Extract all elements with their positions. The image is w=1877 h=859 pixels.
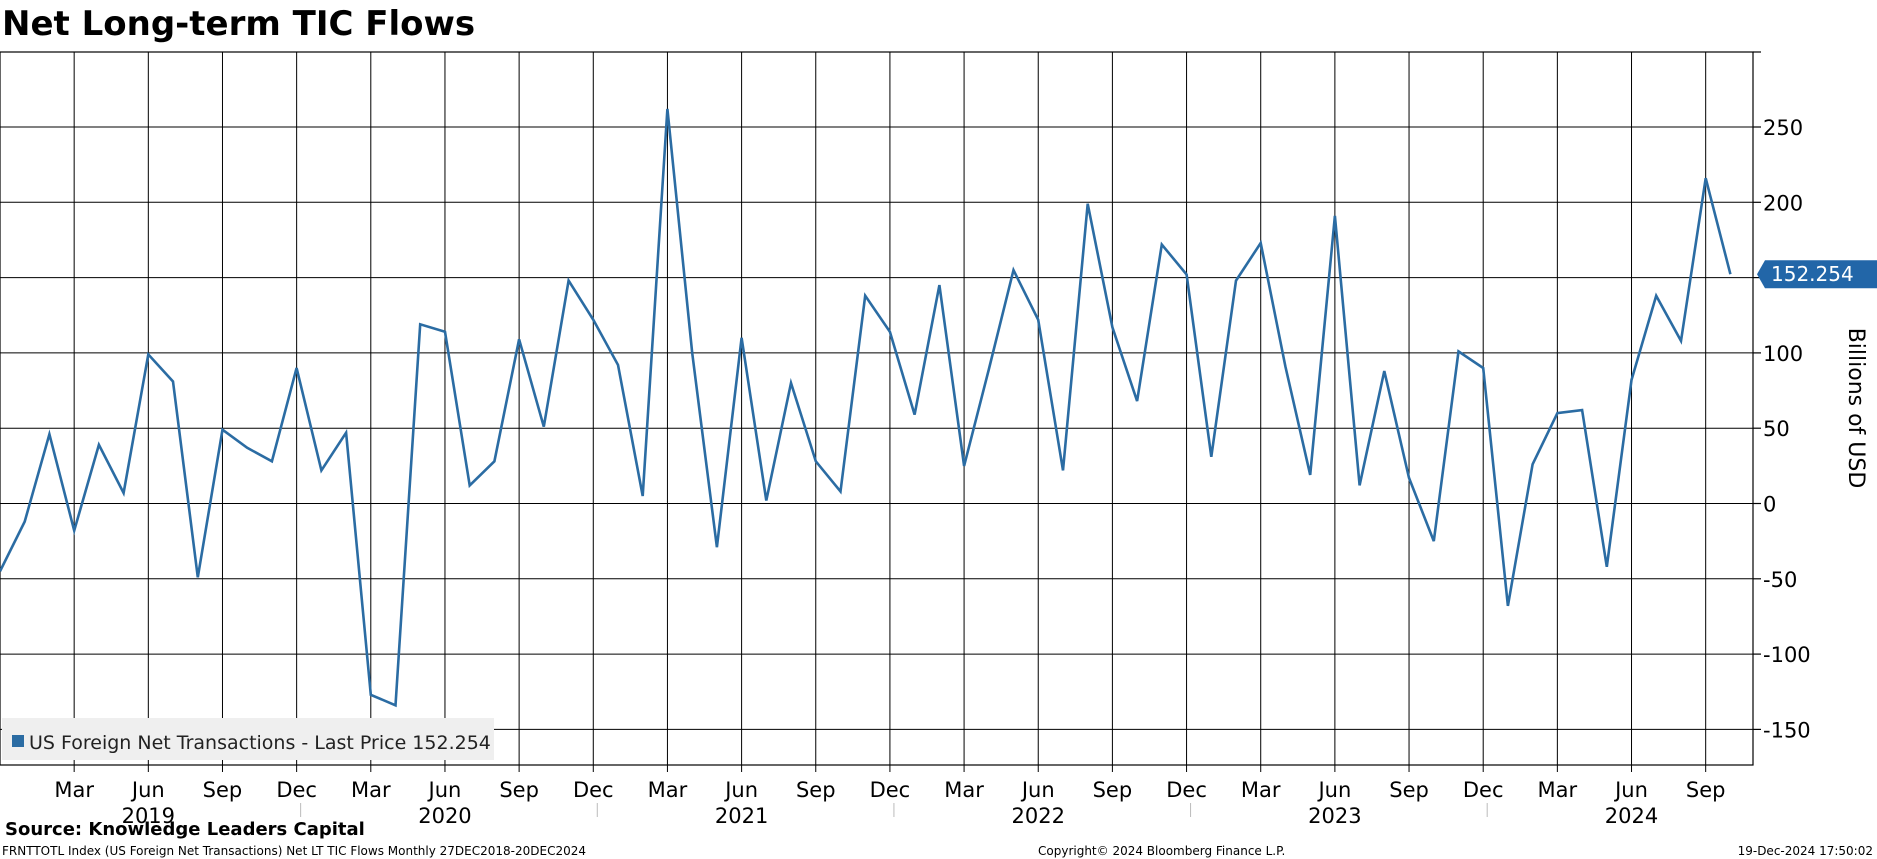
x-tick-label: Dec: [573, 778, 614, 802]
x-year-label: 2020: [418, 804, 471, 828]
x-tick-label: Sep: [1686, 778, 1726, 802]
x-tick-label: Sep: [499, 778, 539, 802]
grid: [0, 52, 1753, 765]
legend: US Foreign Net Transactions - Last Price…: [2, 718, 494, 760]
x-tick-label: Mar: [351, 778, 391, 802]
y-tick-label: 250: [1763, 116, 1803, 140]
y-tick-label: -150: [1763, 718, 1811, 742]
x-year-label: 2024: [1605, 804, 1658, 828]
footer-left: FRNTTOTL Index (US Foreign Net Transacti…: [2, 844, 586, 858]
y-tick-label: 0: [1763, 493, 1776, 517]
x-tick-label: Sep: [796, 778, 836, 802]
y-tick-label: 100: [1763, 342, 1803, 366]
y-axis-label: Billions of USD: [1843, 328, 1868, 489]
legend-swatch: [12, 735, 24, 747]
x-tick-label: Sep: [1093, 778, 1133, 802]
x-year-label: 2023: [1308, 804, 1361, 828]
x-tick-label: Mar: [944, 778, 984, 802]
x-year-label: 2019: [122, 804, 175, 828]
plot-area: [0, 51, 1754, 766]
x-tick-label: Mar: [1538, 778, 1578, 802]
x-axis: Mar Jun Sep Dec Mar Jun Sep Dec Mar Jun Sep Dec Mar J…: [54, 765, 1725, 828]
x-tick-label: Mar: [648, 778, 688, 802]
legend-box: [2, 718, 494, 760]
y-tick-label: 200: [1763, 191, 1803, 215]
x-tick-label: Jun: [1316, 778, 1351, 802]
last-value-marker: [1757, 260, 1877, 289]
x-tick-label: Dec: [870, 778, 911, 802]
x-tick-label: Jun: [427, 778, 462, 802]
x-tick-label: Jun: [1613, 778, 1648, 802]
source-label: Source: Knowledge Leaders Capital: [5, 819, 365, 840]
x-tick-label: Mar: [1241, 778, 1281, 802]
x-year-label: 2022: [1012, 804, 1065, 828]
footer-right: 19-Dec-2024 17:50:02: [1738, 844, 1873, 858]
last-value-label: 152.254: [1771, 262, 1854, 286]
x-tick-label: Dec: [1166, 778, 1207, 802]
x-tick-label: Jun: [130, 778, 165, 802]
x-tick-label: Jun: [1020, 778, 1055, 802]
x-tick-label: Mar: [54, 778, 94, 802]
series-line: [0, 108, 1732, 708]
y-tick-label: -50: [1763, 568, 1797, 592]
x-tick-label: Jun: [723, 778, 758, 802]
x-tick-label: Dec: [1463, 778, 1504, 802]
y-tick-label: 50: [1763, 417, 1790, 441]
x-tick-label: Dec: [276, 778, 317, 802]
x-year-label: 2021: [715, 804, 768, 828]
last-value-badge: 152.254: [1757, 260, 1877, 289]
y-tick-label: -100: [1763, 643, 1811, 667]
x-tick-label: Sep: [203, 778, 243, 802]
chart-title: Net Long-term TIC Flows: [2, 4, 475, 44]
x-tick-label: Sep: [1389, 778, 1429, 802]
footer-center: Copyright© 2024 Bloomberg Finance L.P.: [1038, 844, 1285, 858]
legend-label: US Foreign Net Transactions - Last Price…: [29, 732, 491, 754]
y-axis: 250200150100500-50-100-150: [1753, 51, 1811, 742]
